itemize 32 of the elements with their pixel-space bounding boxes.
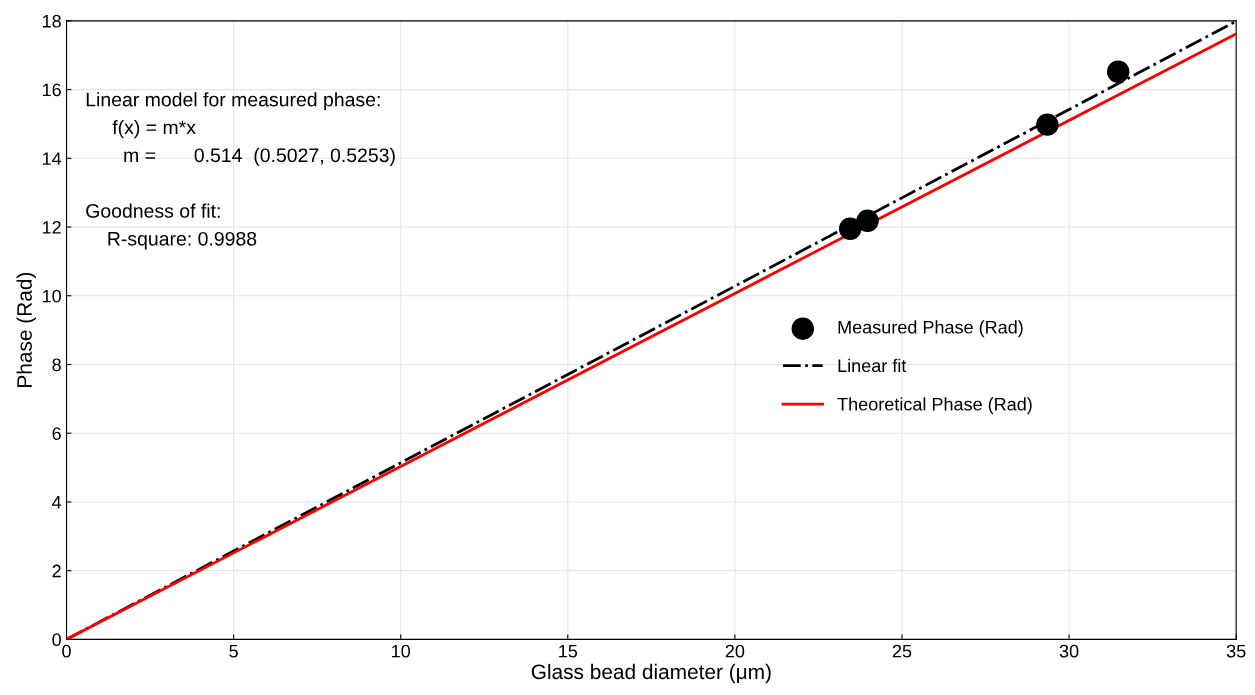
y-axis-title: Phase (Rad): [16, 272, 37, 387]
y-tick-label: 18: [42, 14, 61, 28]
legend-label: Linear fit: [838, 358, 907, 373]
y-tick-label: 0: [52, 633, 61, 647]
y-tick-label: 12: [42, 220, 61, 234]
legend-label: Theoretical Phase (Rad): [837, 397, 1032, 415]
y-tick-label: 10: [42, 289, 61, 303]
x-tick-label: 35: [1226, 644, 1246, 658]
y-tick-label: 6: [52, 427, 61, 440]
y-tick-label: 4: [52, 496, 62, 509]
y-tick-label: 2: [52, 564, 61, 578]
x-tick-label: 15: [559, 644, 578, 658]
x-tick-label: 30: [1059, 644, 1079, 658]
point: [856, 209, 879, 233]
point: [838, 217, 862, 240]
y-tick-label: 8: [52, 358, 61, 372]
annotation: m = 0.514 (0.5027, 0.5253): [124, 147, 395, 166]
annotation: R-square: 0.9988: [108, 231, 257, 250]
x-axis-title: Glass bead diameter (μm): [531, 663, 771, 684]
y-tick-label: 14: [42, 152, 62, 165]
x-tick-label: 25: [892, 644, 912, 658]
point: [1106, 60, 1130, 83]
x-tick-label: 10: [392, 644, 411, 658]
x-tick-label: 0: [62, 644, 71, 658]
annotation: f(x) = m*x: [112, 120, 196, 139]
x-tick-label: 20: [725, 644, 745, 658]
annotation: Goodness of fit:: [86, 203, 220, 218]
x-tick-label: 5: [229, 644, 238, 658]
annotation: Linear model for measured phase:: [86, 92, 380, 111]
point: [1036, 113, 1059, 136]
y-tick-label: 16: [42, 83, 61, 97]
legend-label: Measured Phase (Rad): [838, 320, 1023, 338]
